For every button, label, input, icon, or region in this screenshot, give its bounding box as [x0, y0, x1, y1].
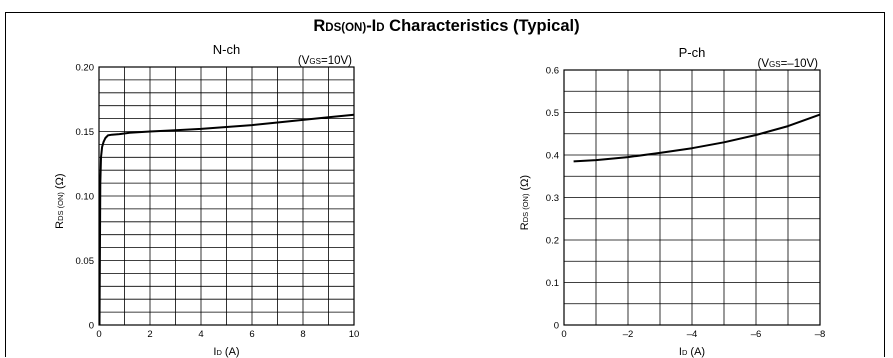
pch-y-tick-label: 0.6 — [546, 66, 559, 77]
nch-y-tick-label: 0.05 — [76, 256, 95, 267]
nch-y-axis-label: RDS (ON) (Ω) — [54, 174, 66, 229]
nch-y-tick-label: 0.10 — [76, 192, 95, 203]
pch-y-tick-label: 0.3 — [546, 193, 559, 204]
nch-condition-label: (VGS=10V) — [298, 55, 352, 67]
pch-condition-label: (VGS=–10V) — [758, 58, 819, 70]
pch-x-tick-label: –6 — [751, 329, 762, 340]
nch-y-tick-label: 0.15 — [76, 127, 95, 138]
pch-x-tick-label: –2 — [623, 329, 634, 340]
nch-y-tick-label: 0.20 — [76, 63, 95, 74]
pch-x-tick-label: –4 — [687, 329, 698, 340]
nch-x-tick-label: 6 — [249, 329, 254, 340]
nch-x-tick-label: 2 — [147, 329, 152, 340]
nch-x-tick-label: 8 — [300, 329, 305, 340]
pch-y-tick-label: 0.1 — [546, 278, 559, 289]
pch-x-axis-label: ID (A) — [679, 346, 705, 358]
nch-x-tick-label: 4 — [198, 329, 203, 340]
pch-y-axis-label: RDS (ON) (Ω) — [519, 175, 531, 230]
pch-x-tick-label: –8 — [815, 329, 826, 340]
nch-x-axis-label: ID (A) — [213, 346, 239, 358]
nch-y-tick-label: 0 — [89, 321, 94, 332]
pch-y-tick-label: 0.4 — [546, 151, 559, 162]
nch-chart-title: N-ch — [213, 42, 240, 57]
pch-x-tick-label: 0 — [561, 329, 566, 340]
nch-plot-area — [98, 66, 355, 326]
pch-chart-title: P-ch — [679, 45, 706, 60]
pch-y-tick-label: 0.5 — [546, 108, 559, 119]
figure-frame — [5, 12, 885, 357]
nch-x-tick-label: 10 — [349, 329, 360, 340]
pch-series-line — [573, 113, 821, 163]
pch-y-tick-label: 0.2 — [546, 236, 559, 247]
page-title: RDS(ON)-ID Characteristics (Typical) — [313, 17, 580, 35]
pch-y-tick-label: 0 — [554, 321, 559, 332]
nch-x-tick-label: 0 — [96, 329, 101, 340]
nch-series-line — [98, 113, 355, 326]
pch-plot-area — [563, 69, 821, 326]
